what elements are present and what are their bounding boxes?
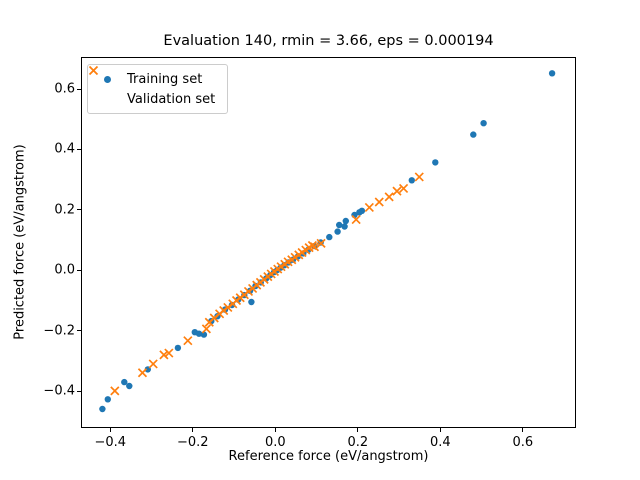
y-tick-label: 0.6	[54, 81, 75, 97]
y-axis-label: Predicted force (eV/angstrom)	[12, 144, 28, 340]
x-tick-mark	[522, 428, 524, 432]
scatter-point-training	[432, 159, 439, 166]
scatter-point-training	[334, 228, 341, 235]
scatter-point-validation	[164, 348, 174, 358]
scatter-point-validation	[316, 238, 326, 249]
scatter-point-training	[126, 382, 133, 390]
scatter-point-validation	[364, 202, 374, 213]
scatter-point-validation	[309, 242, 320, 252]
y-tick-mark	[77, 390, 81, 392]
x-tick-mark	[109, 428, 111, 432]
scatter-point-training	[195, 330, 203, 337]
scatter-point-validation	[148, 359, 158, 369]
axes-frame	[81, 57, 576, 428]
training-dot-icon	[96, 75, 118, 83]
legend-entry-training: Training set	[96, 69, 215, 89]
legend-label: Validation set	[127, 91, 216, 107]
x-axis-label: Reference force (eV/angstrom)	[228, 449, 429, 464]
scatter-point-training	[480, 120, 487, 127]
scatter-point-training	[548, 70, 556, 77]
y-tick-mark	[77, 88, 81, 90]
scatter-point-validation	[159, 350, 169, 360]
scatter-point-training	[470, 131, 477, 138]
y-tick-mark	[77, 269, 81, 271]
legend-entry-validation: Validation set	[88, 65, 216, 109]
legend-label: Training set	[127, 71, 203, 87]
plot-area: Training set Validation set	[81, 57, 576, 428]
scatter-point-validation	[384, 192, 394, 202]
scatter-point-training	[121, 378, 128, 386]
scatter-point-training	[99, 405, 106, 413]
y-tick-label: 0.4	[54, 141, 75, 157]
scatter-point-validation	[110, 386, 120, 396]
scatter-point-training	[358, 207, 366, 214]
scatter-point-training	[342, 217, 349, 225]
scatter-point-validation	[351, 214, 361, 225]
x-tick-mark	[192, 428, 194, 432]
scatter-point-training	[336, 221, 343, 229]
y-tick-label: −0.4	[43, 383, 75, 399]
x-tick-label: 0.6	[512, 435, 534, 450]
scatter-point-validation	[398, 183, 409, 194]
scatter-point-training	[341, 223, 348, 230]
scatter-point-training	[248, 298, 255, 306]
scatter-point-training	[408, 177, 415, 184]
x-tick-label: −0.2	[176, 435, 209, 450]
chart-title: Evaluation 140, rmin = 3.66, eps = 0.000…	[163, 33, 494, 49]
y-tick-label: −0.2	[43, 323, 75, 339]
legend: Training set Validation set	[87, 64, 229, 114]
y-tick-label: 0.2	[54, 202, 75, 218]
x-tick-label: −0.4	[94, 435, 127, 450]
scatter-point-validation	[201, 324, 212, 334]
scatter-point-validation	[183, 336, 193, 346]
x-tick-mark	[274, 428, 276, 432]
scatter-point-training	[174, 344, 182, 352]
x-tick-mark	[439, 428, 441, 432]
y-tick-mark	[77, 209, 81, 211]
scatter-canvas	[81, 57, 576, 428]
y-tick-mark	[77, 330, 81, 332]
scatter-point-validation	[414, 172, 424, 182]
x-tick-mark	[357, 428, 359, 432]
y-tick-mark	[77, 148, 81, 150]
y-tick-label: 0.0	[54, 262, 75, 278]
scatter-point-validation	[392, 186, 402, 196]
scatter-point-training	[200, 331, 208, 338]
scatter-point-training	[326, 233, 333, 241]
x-tick-label: 0.4	[429, 435, 451, 450]
scatter-point-validation	[137, 368, 148, 378]
x-tick-label: 0.2	[347, 435, 369, 450]
scatter-point-validation	[374, 197, 384, 207]
scatter-point-training	[104, 396, 111, 403]
scatter-point-validation	[223, 302, 233, 313]
x-tick-label: 0.0	[264, 435, 286, 450]
